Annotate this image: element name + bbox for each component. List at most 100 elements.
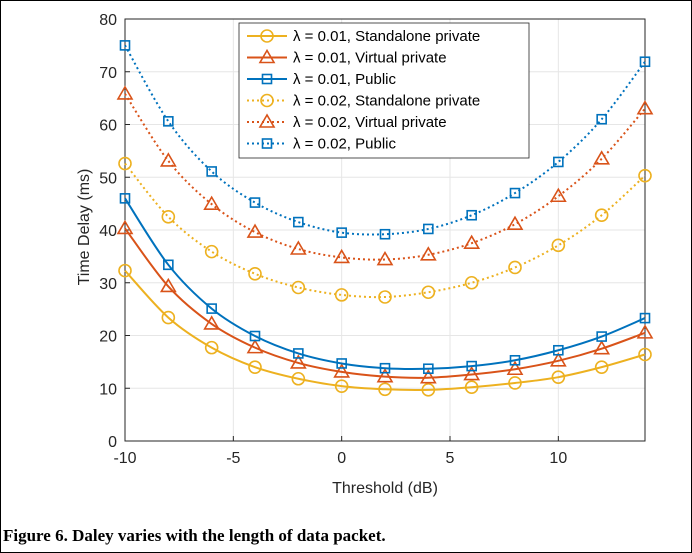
legend-entry: λ = 0.01, Public xyxy=(247,71,396,88)
data-point xyxy=(163,116,174,127)
legend: λ = 0.01, Standalone private λ = 0.01, Vi… xyxy=(238,22,530,159)
series-3 xyxy=(119,193,651,375)
series-6 xyxy=(119,40,651,240)
data-point xyxy=(553,344,564,356)
data-point xyxy=(159,152,177,167)
data-point xyxy=(508,260,522,275)
legend-marker xyxy=(258,113,276,128)
data-point xyxy=(638,347,652,362)
data-point xyxy=(163,259,174,271)
data-point xyxy=(291,371,306,386)
data-point xyxy=(421,285,436,300)
legend-marker xyxy=(260,29,274,43)
data-point xyxy=(549,352,567,367)
series-4 xyxy=(118,156,652,304)
data-point xyxy=(551,370,566,384)
y-tick-label: 0 xyxy=(108,434,117,451)
data-point xyxy=(378,382,392,397)
data-point xyxy=(639,56,651,68)
data-point xyxy=(593,150,611,165)
data-point xyxy=(118,156,132,171)
data-point xyxy=(334,288,349,302)
data-point xyxy=(378,290,392,304)
x-tick-label: 5 xyxy=(446,450,455,467)
y-tick-label: 20 xyxy=(99,329,117,346)
y-axis-label: Time Delay (ms) xyxy=(76,169,93,286)
data-point xyxy=(161,310,176,325)
x-tick-label: 0 xyxy=(337,450,346,467)
series-line xyxy=(124,197,646,370)
data-point xyxy=(249,330,261,342)
x-tick-label: 10 xyxy=(549,450,567,467)
data-point xyxy=(204,244,219,259)
data-point xyxy=(464,275,479,290)
x-axis-label: Threshold (dB) xyxy=(332,480,438,497)
data-point xyxy=(289,240,307,255)
data-point xyxy=(206,303,217,314)
data-point xyxy=(593,340,611,355)
data-point xyxy=(423,223,434,235)
data-point xyxy=(466,360,477,372)
legend-entry: λ = 0.01, Virtual private xyxy=(247,48,447,67)
data-point xyxy=(639,312,651,324)
data-point xyxy=(506,215,524,230)
data-point xyxy=(248,360,262,374)
legend-marker xyxy=(261,138,273,149)
y-tick-label: 60 xyxy=(99,118,117,135)
data-point xyxy=(553,156,564,168)
series-line xyxy=(124,227,646,379)
series-layer xyxy=(116,40,654,397)
legend-label: λ = 0.02, Virtual private xyxy=(293,114,447,131)
data-point xyxy=(336,227,347,238)
data-point xyxy=(423,363,434,375)
data-point xyxy=(119,40,131,51)
data-point xyxy=(159,277,177,293)
data-point xyxy=(293,348,304,359)
legend-marker xyxy=(260,93,274,108)
data-point xyxy=(376,368,394,383)
data-point xyxy=(636,100,654,115)
data-point xyxy=(509,187,521,199)
legend-marker xyxy=(258,48,276,64)
data-point xyxy=(376,250,394,266)
data-point xyxy=(336,358,347,369)
data-point xyxy=(463,234,481,249)
data-point xyxy=(116,219,134,235)
data-point xyxy=(291,280,306,295)
legend-label: λ = 0.02, Public xyxy=(293,136,396,153)
data-point xyxy=(289,354,307,369)
legend-entry: λ = 0.01, Standalone private xyxy=(247,28,480,45)
data-point xyxy=(463,365,481,381)
line-chart: 0 10 20 30 40 50 60 70 80 -10 -5 0 5 10 Threshold (dB… xyxy=(76,12,654,497)
data-point xyxy=(206,166,217,177)
series-1 xyxy=(118,263,652,397)
data-point xyxy=(248,266,262,281)
legend-entry: λ = 0.02, Virtual private xyxy=(247,113,447,131)
legend-label: λ = 0.02, Standalone private xyxy=(293,93,480,110)
data-point xyxy=(638,168,652,183)
y-tick-label: 70 xyxy=(99,65,117,82)
y-tick-label: 40 xyxy=(99,223,117,240)
data-point xyxy=(118,263,132,278)
series-5 xyxy=(116,85,654,266)
data-point xyxy=(594,208,609,223)
data-point xyxy=(246,339,264,354)
data-point xyxy=(204,340,219,355)
series-line xyxy=(124,162,646,299)
data-point xyxy=(119,193,131,204)
legend-label: λ = 0.01, Virtual private xyxy=(293,50,447,67)
series-line xyxy=(124,93,646,261)
data-point xyxy=(161,210,176,224)
data-point xyxy=(419,369,437,384)
data-point xyxy=(249,197,261,208)
data-point xyxy=(464,380,479,394)
data-point xyxy=(246,223,264,238)
tick-labels: 0 10 20 30 40 50 60 70 80 -10 -5 0 5 10 xyxy=(99,12,567,467)
data-point xyxy=(379,362,391,374)
data-point xyxy=(419,246,437,261)
figure-caption: Figure 6. Daley varies with the length o… xyxy=(3,526,386,545)
y-tick-label: 10 xyxy=(99,381,117,398)
data-point xyxy=(116,85,134,100)
data-point xyxy=(333,363,351,378)
